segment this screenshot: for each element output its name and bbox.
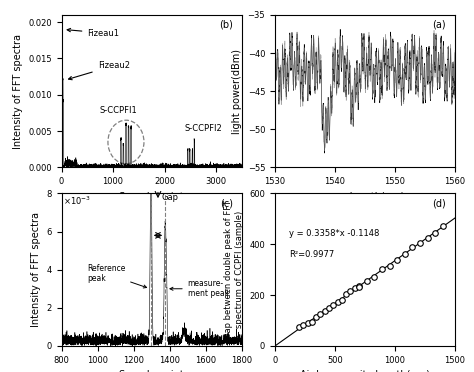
Text: Reference
peak: Reference peak [87, 264, 146, 288]
Text: S-CCPFI1: S-CCPFI1 [100, 106, 137, 115]
Text: measure-
ment peak: measure- ment peak [170, 279, 229, 298]
Text: Gap: Gap [162, 193, 179, 202]
Y-axis label: light power(dBm): light power(dBm) [232, 49, 242, 134]
Y-axis label: Intensity of FFT spectra: Intensity of FFT spectra [31, 212, 41, 327]
Text: S-CCPFI2: S-CCPFI2 [184, 124, 222, 133]
X-axis label: wavelength(nm): wavelength(nm) [325, 192, 405, 202]
Text: (a): (a) [432, 19, 446, 29]
Text: Fizeau2: Fizeau2 [69, 61, 130, 80]
Y-axis label: Intensity of FFT spectra: Intensity of FFT spectra [13, 33, 23, 149]
Text: (b): (b) [219, 19, 233, 29]
X-axis label: Sample point: Sample point [119, 192, 184, 202]
X-axis label: Air-base cavity length(μm): Air-base cavity length(μm) [300, 370, 430, 372]
Text: y = 0.3358*x -0.1148: y = 0.3358*x -0.1148 [289, 229, 380, 238]
Text: Fizeau1: Fizeau1 [67, 28, 119, 38]
Text: $\times 10^{-3}$: $\times 10^{-3}$ [64, 195, 91, 207]
Text: (d): (d) [432, 198, 446, 208]
Text: R²=0.9977: R²=0.9977 [289, 250, 335, 260]
Y-axis label: Gap between double peak of FFT
spectrum of CCPFI (sample): Gap between double peak of FFT spectrum … [224, 200, 244, 339]
Text: (c): (c) [220, 198, 233, 208]
X-axis label: Sample point: Sample point [119, 370, 184, 372]
